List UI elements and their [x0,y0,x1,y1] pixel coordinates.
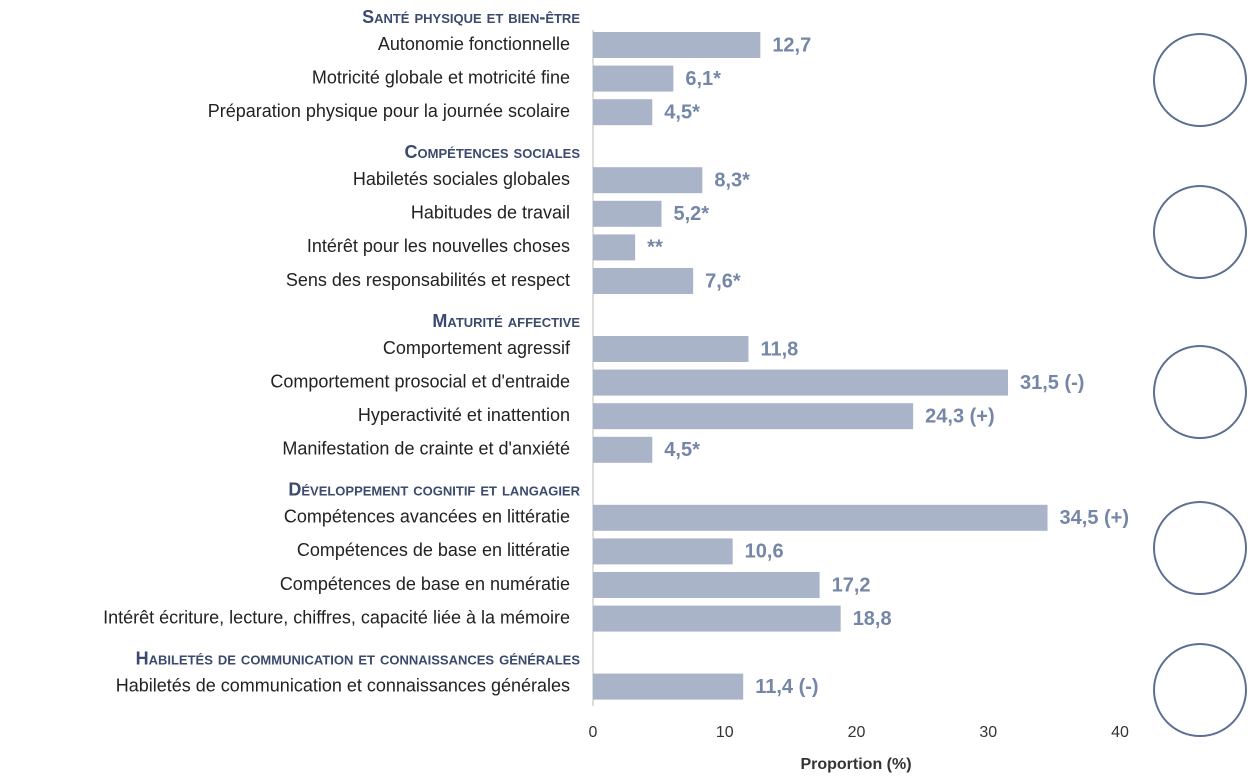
bar [593,370,1008,396]
category-label: Autonomie fonctionnelle [378,34,570,54]
value-label: 12,7 [772,34,811,56]
value-label: 7,6* [705,270,741,292]
value-label: 5,2* [674,203,710,225]
bar [593,437,652,463]
value-label: ** [647,237,663,259]
bar [593,268,693,294]
bar [593,167,702,193]
bar [593,538,733,564]
bar [593,505,1048,531]
bar [593,201,662,227]
group-header: Maturité affective [432,311,580,331]
category-label: Comportement prosocial et d'entraide [270,371,570,391]
bar [593,99,652,125]
category-label: Compétences de base en littératie [297,540,570,560]
value-label: 10,6 [745,541,784,563]
category-label: Intérêt écriture, lecture, chiffres, cap… [103,607,570,627]
value-label: 8,3* [714,169,750,191]
group-header: Habiletés de communication et connaissan… [136,648,581,668]
category-label: Manifestation de crainte et d'anxiété [282,439,570,459]
group-header: Santé physique et bien-être [362,7,580,27]
x-tick-label: 20 [848,724,866,741]
bar [593,572,820,598]
bar [593,234,635,260]
icons [1154,34,1246,736]
bar [593,32,760,58]
value-label: 11,4 (-) [755,676,818,698]
x-axis-label: Proportion (%) [800,756,911,773]
value-label: 24,3 (+) [925,405,994,427]
category-label: Intérêt pour les nouvelles choses [307,236,570,256]
x-tick-label: 30 [979,724,997,741]
category-label: Sens des responsabilités et respect [286,270,570,290]
value-label: 34,5 (+) [1060,507,1129,529]
category-label: Habitudes de travail [411,203,570,223]
category-label: Préparation physique pour la journée sco… [208,101,570,121]
group-header: Développement cognitif et langagier [288,480,580,500]
category-label: Compétences avancées en littératie [284,507,570,527]
x-tick-label: 40 [1111,724,1129,741]
chart: Proportion (%) 0 10 20 30 40 Santé physique e… [0,0,1250,776]
category-label: Motricité globale et motricité fine [312,67,570,87]
category-label: Hyperactivité et inattention [358,405,570,425]
value-label: 31,5 (-) [1020,372,1084,394]
bar [593,403,913,429]
value-label: 11,8 [760,338,798,360]
bar [593,66,673,92]
value-label: 4,5* [664,101,700,123]
group-header: Compétences sociales [405,142,581,162]
x-tick-label: 0 [589,724,598,741]
value-label: 6,1* [685,68,721,90]
bar [593,606,841,632]
category-label: Habiletés de communication et connaissan… [116,675,570,695]
x-tick-label: 10 [716,724,734,741]
value-label: 18,8 [853,608,892,630]
category-label: Habiletés sociales globales [353,169,570,189]
bar [593,336,748,362]
value-label: 4,5* [664,439,700,461]
value-label: 17,2 [832,574,871,596]
bar [593,674,743,700]
category-label: Comportement agressif [383,338,571,358]
category-label: Compétences de base en numératie [280,574,570,594]
